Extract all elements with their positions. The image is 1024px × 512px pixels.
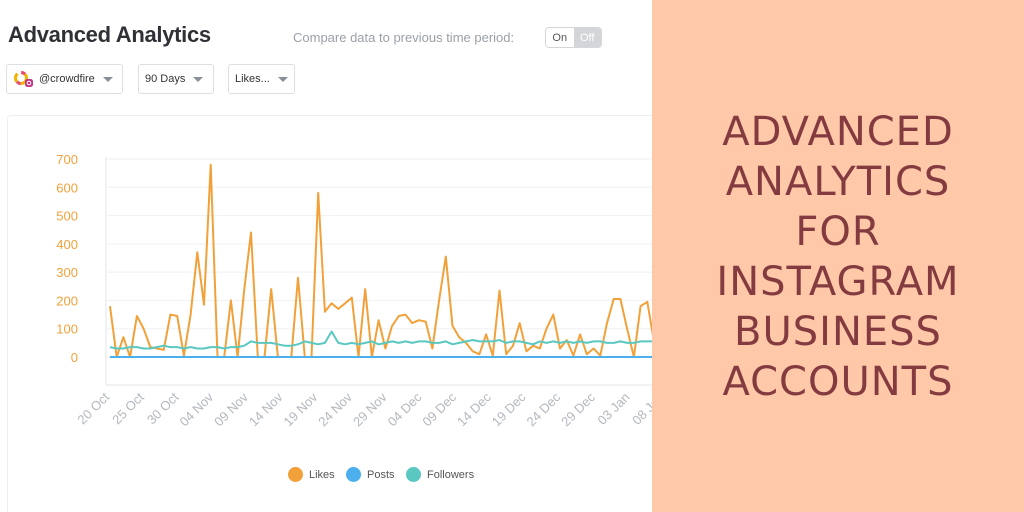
x-tick-label: 30 Oct xyxy=(144,389,182,427)
chevron-down-icon xyxy=(193,76,204,82)
y-tick-label: 300 xyxy=(56,265,78,280)
instagram-account-icon xyxy=(13,70,35,88)
y-tick-label: 400 xyxy=(56,237,78,252)
banner-line: BUSINESS xyxy=(734,309,942,355)
x-tick-label: 08 Jan xyxy=(629,390,652,428)
legend-followers[interactable]: Followers xyxy=(406,467,474,482)
x-tick-label: 19 Nov xyxy=(281,389,321,429)
y-tick-label: 600 xyxy=(56,180,78,195)
x-tick-label: 14 Nov xyxy=(246,389,286,429)
legend-followers-label: Followers xyxy=(427,468,475,481)
x-tick-label: 09 Nov xyxy=(211,389,251,429)
chevron-down-icon xyxy=(277,76,288,82)
y-tick-label: 100 xyxy=(56,322,78,337)
x-tick-label: 09 Dec xyxy=(419,389,459,429)
account-dropdown[interactable]: @crowdfire xyxy=(6,64,123,94)
banner-line: ADVANCED xyxy=(722,109,954,155)
y-tick-label: 700 xyxy=(56,152,78,167)
series-line-followers[interactable] xyxy=(109,330,652,350)
x-tick-label: 03 Jan xyxy=(594,390,632,428)
toggle-on-option[interactable]: On xyxy=(546,28,574,47)
series-line-likes[interactable] xyxy=(109,163,652,358)
legend-likes-swatch xyxy=(288,467,303,482)
analytics-panel: Advanced Analytics Compare data to previ… xyxy=(6,22,652,512)
banner-line: INSTAGRAM xyxy=(716,259,960,305)
legend-posts-label: Posts xyxy=(367,468,395,481)
x-tick-label: 19 Dec xyxy=(489,389,529,429)
x-tick-label: 14 Dec xyxy=(454,389,494,429)
x-tick-label: 25 Oct xyxy=(109,389,147,427)
page-title: Advanced Analytics xyxy=(8,22,211,47)
legend-posts[interactable]: Posts xyxy=(346,467,395,482)
y-tick-label: 200 xyxy=(56,293,78,308)
x-tick-label: 20 Oct xyxy=(74,389,112,427)
promo-banner: ADVANCED ANALYTICS FOR INSTAGRAM BUSINES… xyxy=(652,0,1024,512)
banner-text: ADVANCED ANALYTICS FOR INSTAGRAM BUSINES… xyxy=(716,107,959,407)
banner-line: ANALYTICS xyxy=(725,159,951,205)
chart-card xyxy=(7,115,652,512)
metric-dropdown[interactable]: Likes... xyxy=(228,64,295,94)
legend-followers-swatch xyxy=(406,467,421,482)
x-tick-label: 24 Nov xyxy=(315,389,355,429)
y-tick-label: 0 xyxy=(71,350,78,365)
y-tick-label: 500 xyxy=(56,209,78,224)
x-tick-label: 04 Dec xyxy=(385,389,425,429)
compare-label: Compare data to previous time period: xyxy=(293,30,515,45)
x-tick-label: 29 Dec xyxy=(558,389,598,429)
metric-value: Likes... xyxy=(235,73,270,85)
x-tick-label: 29 Nov xyxy=(350,389,390,429)
legend-posts-swatch xyxy=(346,467,361,482)
banner-line: ACCOUNTS xyxy=(722,359,954,405)
account-name: @crowdfire xyxy=(39,73,95,85)
legend-likes[interactable]: Likes xyxy=(288,467,335,482)
banner-line: FOR xyxy=(795,209,881,255)
x-tick-label: 04 Nov xyxy=(176,389,216,429)
x-tick-label: 24 Dec xyxy=(523,389,563,429)
chevron-down-icon xyxy=(102,76,113,82)
toggle-off-option[interactable]: Off xyxy=(573,28,601,47)
period-dropdown[interactable]: 90 Days xyxy=(138,64,214,94)
legend-likes-label: Likes xyxy=(309,468,335,481)
compare-toggle[interactable]: On Off xyxy=(545,27,602,48)
period-value: 90 Days xyxy=(145,73,186,85)
